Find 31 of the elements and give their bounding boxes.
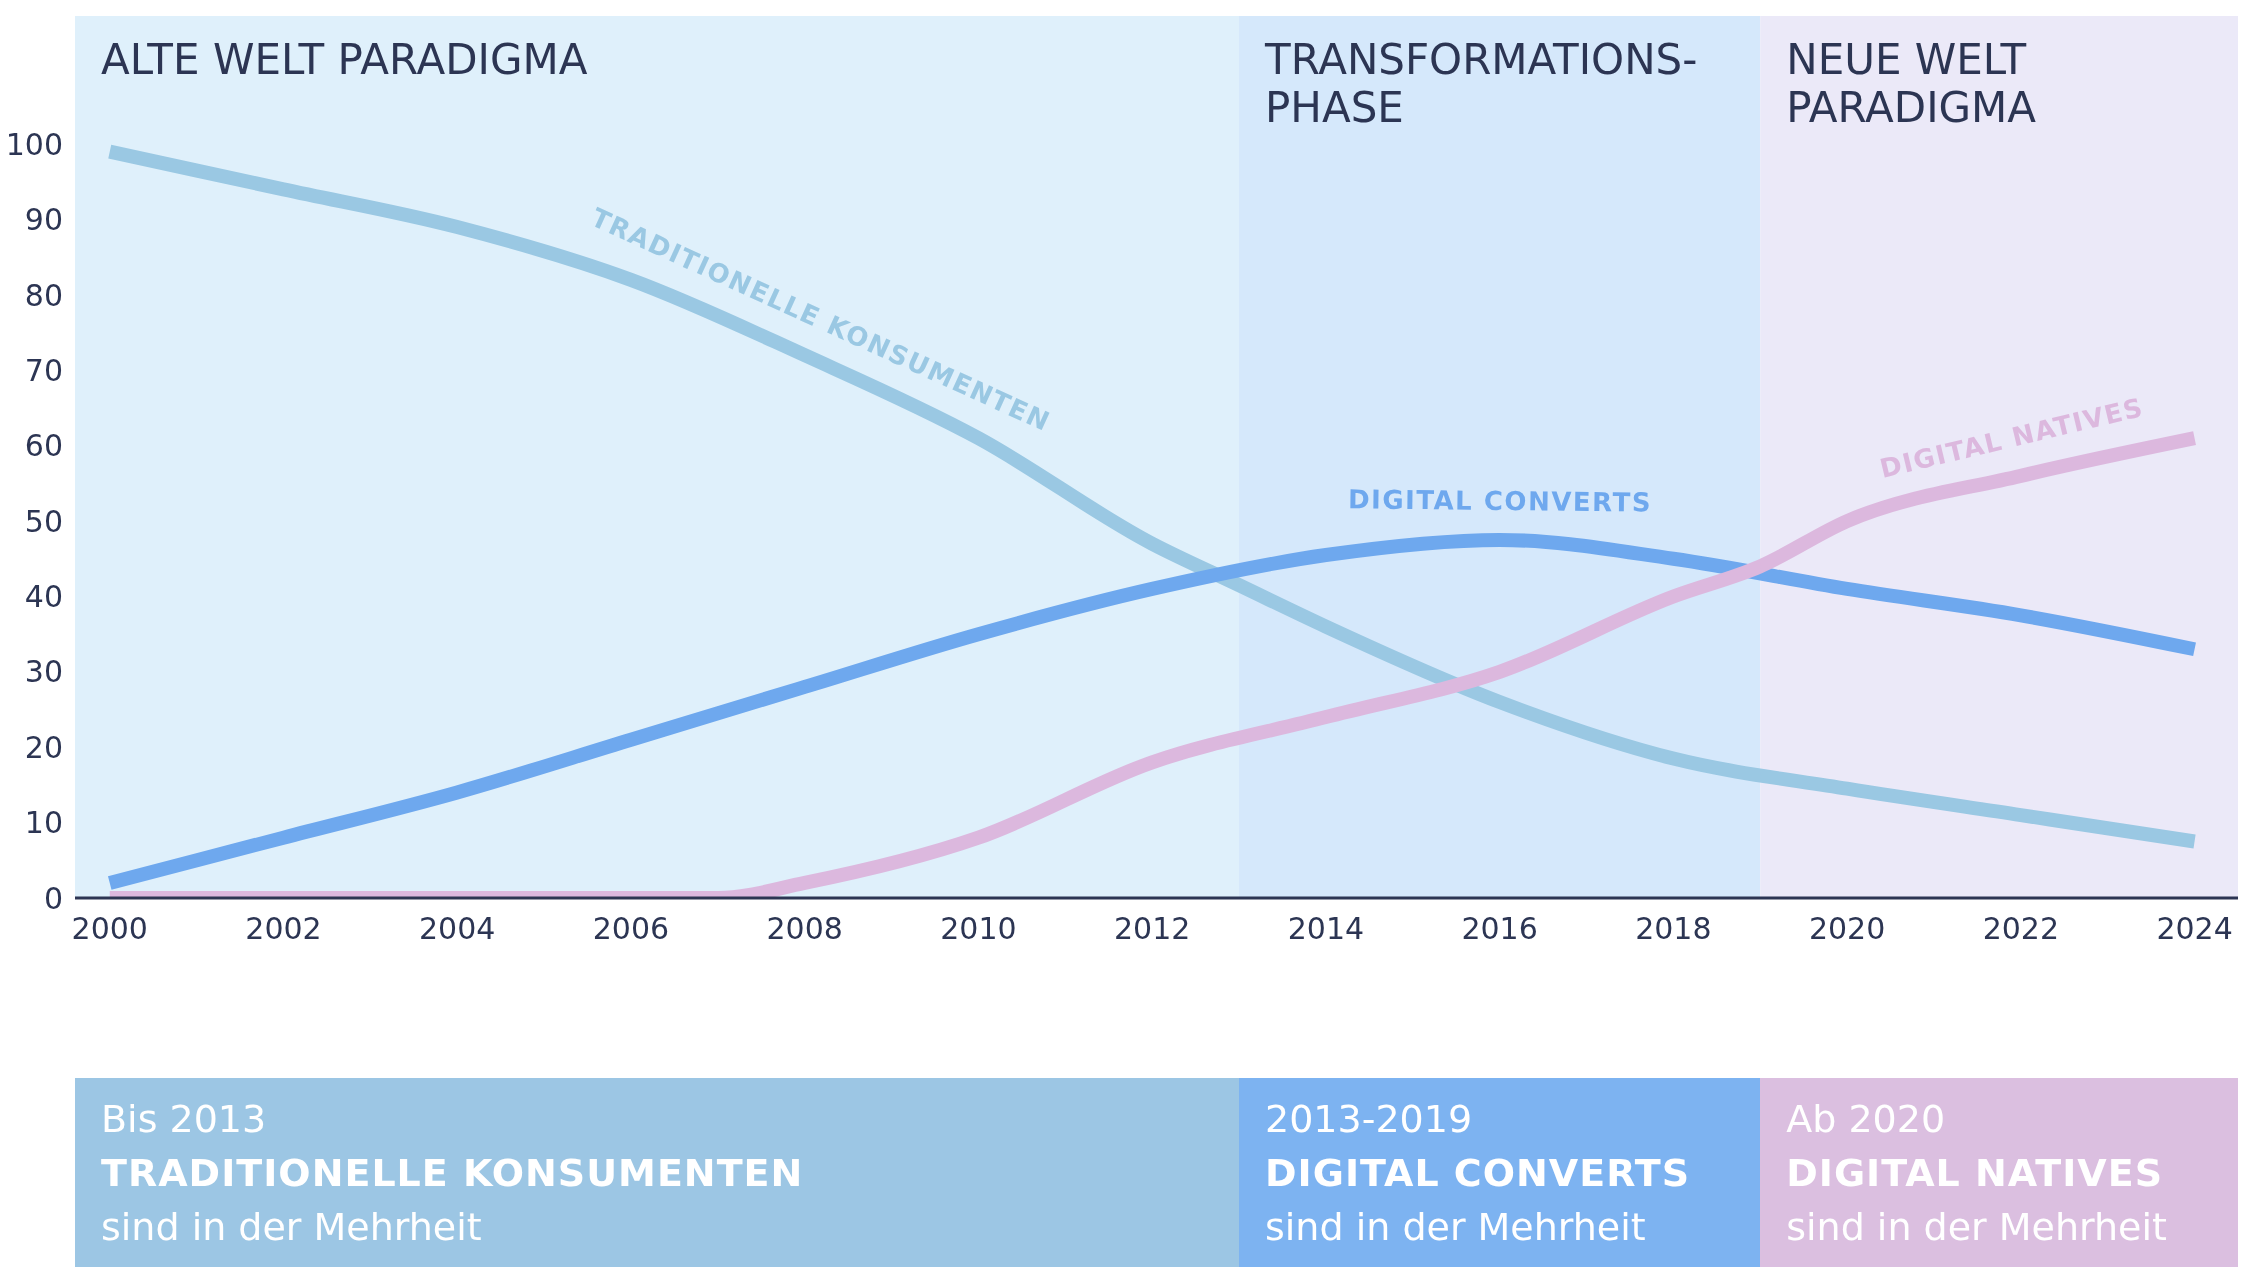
x-tick-label: 2008 [766, 911, 843, 947]
band-label: ALTE WELT PARADIGMA [101, 35, 588, 84]
x-tick-label: 2014 [1287, 911, 1365, 947]
y-tick-label: 10 [24, 805, 63, 841]
x-tick-label: 2022 [1982, 911, 2060, 947]
x-tick-label: 2010 [940, 911, 1017, 947]
y-tick-label: 100 [5, 126, 63, 162]
y-tick-label: 70 [24, 352, 63, 388]
text: Ab 2020 DIGITAL NATIVES sind in der Mehrheit [1786, 1096, 2168, 1251]
y-tick-label: 20 [24, 729, 63, 765]
y-tick-label: 30 [24, 654, 63, 690]
y-tick-label: 80 [24, 277, 63, 313]
y-tick-label: 0 [43, 880, 63, 916]
x-tick-label: 2004 [419, 911, 496, 947]
y-tick-label: 40 [24, 579, 63, 615]
x-tick-label: 2016 [1461, 911, 1538, 947]
y-tick-label: 50 [24, 503, 63, 539]
x-tick-label: 2018 [1635, 911, 1712, 947]
x-tick-label: 2020 [1808, 911, 1886, 947]
x-tick-label: 2000 [71, 911, 148, 947]
x-tick-label: 2002 [245, 911, 322, 947]
y-tick-label: 60 [24, 428, 63, 464]
band-label: TRANSFORMATIONS-PHASE [1264, 35, 1698, 133]
text: 2013-2019 DIGITAL CONVERTS sind in der Mehrheit [1265, 1096, 1692, 1251]
x-tick-label: 2012 [1113, 911, 1191, 947]
y-tick-label: 90 [24, 202, 63, 238]
band-label: NEUE WELT PARADIGMA [1786, 35, 2037, 133]
x-tick-label: 2006 [592, 911, 670, 947]
series-label: DIGITAL CONVERTS [1347, 484, 1653, 518]
text: Bis 2013 TRADITIONELLE KONSUMENTEN sind in der Mehrheit [101, 1096, 805, 1251]
x-tick-label: 2024 [2156, 911, 2233, 947]
